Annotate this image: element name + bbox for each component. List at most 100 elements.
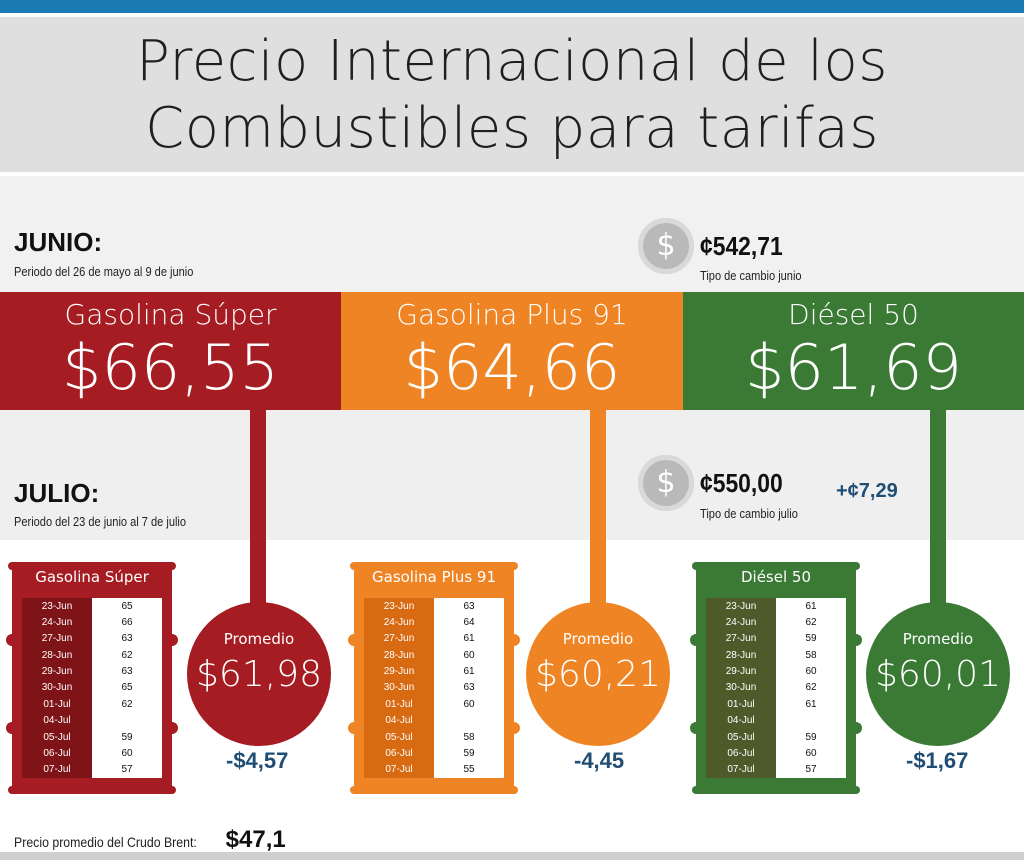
barrel-title: Gasolina Súper [35,568,149,586]
coin-icon: $ [638,455,694,511]
average-label: Promedio [562,630,634,648]
value-cell: 63 [434,598,504,615]
table-row: 05-Jul 58 [364,728,504,746]
average-circle-super: Promedio $61,98 [187,602,331,746]
value-cell: 55 [434,761,504,778]
value-cell: 63 [92,630,162,648]
barrel-rim-bottom [692,786,860,794]
date-cell: 30-Jun [22,679,92,697]
bottom-bar [0,852,1024,860]
table-row: 30-Jun 63 [364,679,504,697]
barrel-title: Diésel 50 [740,568,811,586]
fuel-name: Gasolina Plus 91 [396,298,628,331]
value-cell: 65 [92,598,162,615]
barrel-plus91: Gasolina Plus 91 23-Jun 63 24-Jun 64 27-Jun 6… [348,562,520,794]
brent-label: Precio promedio del Crudo Brent: [14,834,197,850]
value-cell: 60 [92,745,162,762]
date-cell: 07-Jul [364,761,434,778]
average-circle-plus91: Promedio $60,21 [526,602,670,746]
date-cell: 06-Jul [706,745,776,762]
table-row: 27-Jun 63 [22,630,162,648]
date-cell: 27-Jun [706,630,776,648]
page-title-line-2: Combustibles para tarifas [145,96,879,161]
value-cell: 62 [776,679,846,697]
value-cell: 63 [434,679,504,697]
junio-section-background [0,176,1024,292]
value-cell: 57 [776,761,846,778]
value-cell: 65 [92,679,162,697]
table-row: 27-Jun 59 [706,630,846,648]
table-row: 30-Jun 62 [706,679,846,697]
title-banner [0,17,1024,172]
date-cell: 30-Jun [364,679,434,697]
table-row: 27-Jun 61 [364,630,504,648]
date-cell: 04-Jul [22,712,92,729]
table-row: 06-Jul 60 [706,745,846,762]
value-cell: 60 [434,696,504,713]
value-cell [92,712,162,729]
price-table: 23-Jun 63 24-Jun 64 27-Jun 61 28-Jun 60 29-Jun 61… [364,598,504,778]
barrel-rim-bottom [350,786,518,794]
table-row: 24-Jun 64 [364,614,504,631]
junio-price-super: Gasolina Súper $66,55 [0,292,341,410]
price-table: 23-Jun 61 24-Jun 62 27-Jun 59 28-Jun 58 29-Jun 60… [706,598,846,778]
value-cell: 61 [434,663,504,680]
date-cell: 05-Jul [364,728,434,746]
date-cell: 27-Jun [364,630,434,648]
difference-plus91: -4,45 [574,748,625,773]
table-row: 06-Jul 60 [22,745,162,762]
date-cell: 24-Jun [22,614,92,631]
table-row: 04-Jul [706,712,846,729]
fuel-name: Diésel 50 [788,298,919,331]
date-cell: 04-Jul [364,712,434,729]
junio-exchange-label: Tipo de cambio junio [700,268,802,283]
barrel-diesel: Diésel 50 23-Jun 61 24-Jun 62 27-Jun 59 28-Jun… [690,562,862,794]
difference-diesel: -$1,67 [906,748,969,773]
barrel-super: Gasolina Súper 23-Jun 65 24-Jun 66 27-Jun 63 2… [6,562,178,794]
value-cell: 59 [92,728,162,746]
table-row: 23-Jun 65 [22,598,162,615]
fuel-price: $64,66 [403,331,621,404]
value-cell: 59 [776,630,846,648]
table-row: 23-Jun 63 [364,598,504,615]
table-row: 29-Jun 60 [706,663,846,680]
barrel-rim-top [692,562,860,570]
value-cell: 57 [92,761,162,778]
table-row: 07-Jul 57 [706,761,846,778]
dollar-icon: $ [656,228,676,263]
value-cell: 58 [776,647,846,664]
table-row: 24-Jun 62 [706,614,846,631]
exchange-rate-change: +¢7,29 [836,480,898,502]
brent-price: Precio promedio del Crudo Brent: $47,1 [14,826,286,854]
table-row: 05-Jul 59 [22,728,162,746]
barrel-rim-top [8,562,176,570]
junio-price-plus91: Gasolina Plus 91 $64,66 [341,292,683,410]
date-cell: 07-Jul [706,761,776,778]
date-cell: 24-Jun [364,614,434,631]
value-cell: 63 [92,663,162,680]
coin-icon: $ [638,218,694,274]
date-cell: 23-Jun [706,598,776,615]
date-cell: 29-Jun [706,663,776,680]
julio-exchange-label: Tipo de cambio julio [700,506,798,521]
date-cell: 07-Jul [22,761,92,778]
value-cell: 60 [434,647,504,664]
barrel-hoop-right [850,634,862,646]
date-cell: 23-Jun [22,598,92,615]
barrel-title: Gasolina Plus 91 [372,568,496,586]
top-accent-bar [0,0,1024,13]
date-cell: 30-Jun [706,679,776,697]
table-row: 28-Jun 62 [22,647,162,664]
value-cell: 62 [92,647,162,664]
table-row: 05-Jul 59 [706,728,846,746]
barrel-hoop-right [166,634,178,646]
value-cell: 60 [776,745,846,762]
connector-stem-super [250,408,266,608]
date-cell: 27-Jun [22,630,92,648]
table-row: 23-Jun 61 [706,598,846,615]
value-cell: 62 [776,614,846,631]
julio-exchange-rate: ¢550,00 [700,468,783,498]
date-cell: 05-Jul [706,728,776,746]
date-cell: 01-Jul [364,696,434,713]
julio-period: Periodo del 23 de junio al 7 de julio [14,514,187,529]
